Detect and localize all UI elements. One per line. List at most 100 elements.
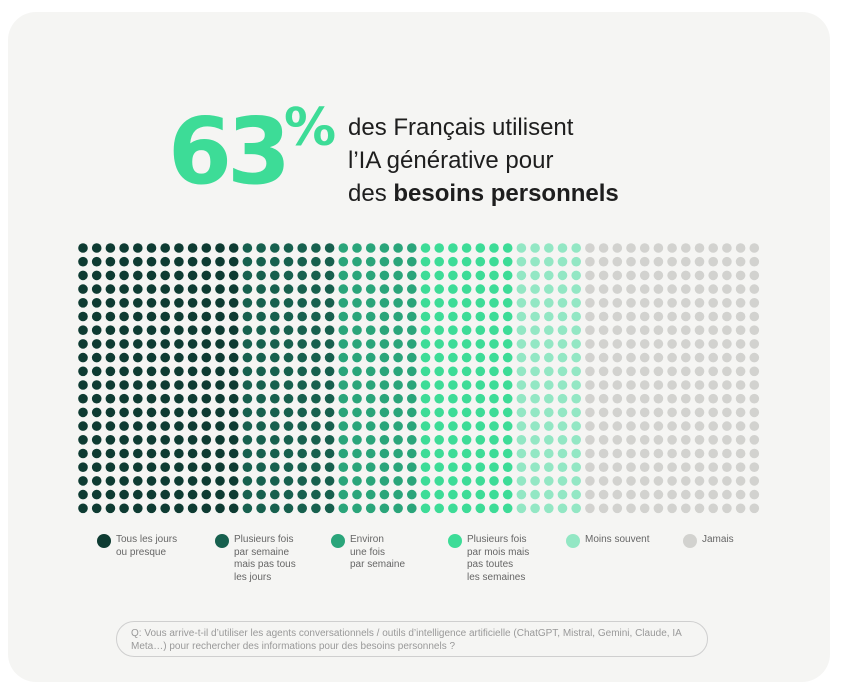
waffle-dot-weekly-multiple <box>283 393 294 404</box>
waffle-dot-weekly-once <box>352 489 362 500</box>
waffle-dot-daily <box>160 448 170 459</box>
waffle-dot-less-often <box>571 407 581 418</box>
waffle-dot-daily <box>78 448 88 459</box>
waffle-dot-daily <box>91 366 102 377</box>
waffle-dot-daily <box>160 435 170 445</box>
waffle-dot-daily <box>215 435 225 445</box>
waffle-dot-never <box>722 298 732 308</box>
waffle-dot-monthly <box>461 298 472 308</box>
waffle-dot-never <box>585 256 595 267</box>
waffle-dot-less-often <box>571 421 581 431</box>
waffle-dot-never <box>653 325 664 336</box>
waffle-dot-daily <box>228 352 239 363</box>
waffle-dot-weekly-once <box>352 284 362 294</box>
waffle-dot-weekly-once <box>393 352 403 363</box>
waffle-dot-daily <box>105 393 116 404</box>
waffle-dot-never <box>626 284 636 294</box>
waffle-dot-monthly <box>434 298 445 308</box>
waffle-dot-daily <box>160 503 170 514</box>
waffle-dot-weekly-multiple <box>256 407 266 418</box>
waffle-dot-daily <box>78 339 88 349</box>
waffle-dot-weekly-once <box>393 448 403 459</box>
waffle-dot-never <box>694 407 705 418</box>
waffle-dot-monthly <box>475 270 486 281</box>
waffle-dot-never <box>653 476 664 486</box>
waffle-dot-never <box>694 352 705 363</box>
waffle-dot-never <box>612 489 623 500</box>
waffle-dot-monthly <box>420 503 431 514</box>
waffle-dot-less-often <box>544 270 554 281</box>
waffle-dot-daily <box>91 325 102 336</box>
waffle-dot-monthly <box>434 435 445 445</box>
waffle-dot-less-often <box>571 462 581 473</box>
waffle-dot-daily <box>91 393 102 404</box>
waffle-dot-never <box>681 366 691 377</box>
waffle-dot-weekly-once <box>407 476 417 486</box>
waffle-dot-monthly <box>434 421 445 431</box>
waffle-dot-monthly <box>461 311 472 322</box>
waffle-dot-monthly <box>420 462 431 473</box>
waffle-dot-never <box>735 476 746 486</box>
waffle-dot-monthly <box>475 352 486 363</box>
waffle-dot-never <box>667 476 677 486</box>
waffle-dot-never <box>626 503 636 514</box>
waffle-dot-daily <box>187 421 198 431</box>
waffle-dot-never <box>749 325 760 336</box>
waffle-dot-never <box>585 462 595 473</box>
waffle-dot-daily <box>133 462 143 473</box>
legend-dot-never <box>683 534 697 548</box>
waffle-dot-never <box>708 256 718 267</box>
waffle-dot-never <box>598 421 609 431</box>
waffle-dot-never <box>735 256 746 267</box>
waffle-dot-weekly-multiple <box>283 325 294 336</box>
waffle-dot-daily <box>228 462 239 473</box>
waffle-dot-monthly <box>420 284 431 294</box>
waffle-dot-weekly-multiple <box>256 256 266 267</box>
waffle-dot-daily <box>133 256 143 267</box>
waffle-dot-monthly <box>420 339 431 349</box>
waffle-dot-weekly-multiple <box>242 270 253 281</box>
waffle-dot-less-often <box>571 393 581 404</box>
waffle-dot-monthly <box>420 393 431 404</box>
waffle-dot-monthly <box>420 366 431 377</box>
waffle-dot-never <box>626 380 636 390</box>
waffle-dot-daily <box>201 503 212 514</box>
waffle-dot-monthly <box>502 476 513 486</box>
waffle-dot-never <box>694 476 705 486</box>
waffle-dot-weekly-multiple <box>324 298 335 308</box>
waffle-dot-less-often <box>544 435 554 445</box>
waffle-dot-weekly-once <box>393 380 403 390</box>
waffle-dot-monthly <box>461 270 472 281</box>
waffle-dot-never <box>681 243 691 253</box>
waffle-dot-daily <box>119 325 129 336</box>
waffle-dot-weekly-once <box>365 270 376 281</box>
waffle-dot-weekly-once <box>379 352 390 363</box>
waffle-dot-never <box>708 503 718 514</box>
waffle-dot-daily <box>160 339 170 349</box>
waffle-dot-never <box>612 448 623 459</box>
waffle-dot-never <box>722 284 732 294</box>
waffle-dot-weekly-once <box>393 489 403 500</box>
waffle-dot-weekly-once <box>365 421 376 431</box>
waffle-dot-daily <box>215 270 225 281</box>
waffle-dot-never <box>612 421 623 431</box>
waffle-dot-daily <box>105 462 116 473</box>
waffle-dot-never <box>585 435 595 445</box>
waffle-dot-less-often <box>544 407 554 418</box>
waffle-dot-never <box>626 476 636 486</box>
waffle-dot-weekly-multiple <box>270 407 280 418</box>
waffle-dot-daily <box>146 284 157 294</box>
waffle-dot-never <box>585 270 595 281</box>
waffle-dot-daily <box>187 435 198 445</box>
waffle-dot-never <box>667 325 677 336</box>
waffle-dot-weekly-once <box>379 380 390 390</box>
waffle-dot-less-often <box>516 325 527 336</box>
waffle-dot-daily <box>146 366 157 377</box>
waffle-dot-less-often <box>516 393 527 404</box>
waffle-dot-monthly <box>475 503 486 514</box>
waffle-dot-weekly-multiple <box>283 489 294 500</box>
waffle-dot-daily <box>174 489 184 500</box>
waffle-dot-never <box>694 503 705 514</box>
waffle-dot-weekly-once <box>379 311 390 322</box>
